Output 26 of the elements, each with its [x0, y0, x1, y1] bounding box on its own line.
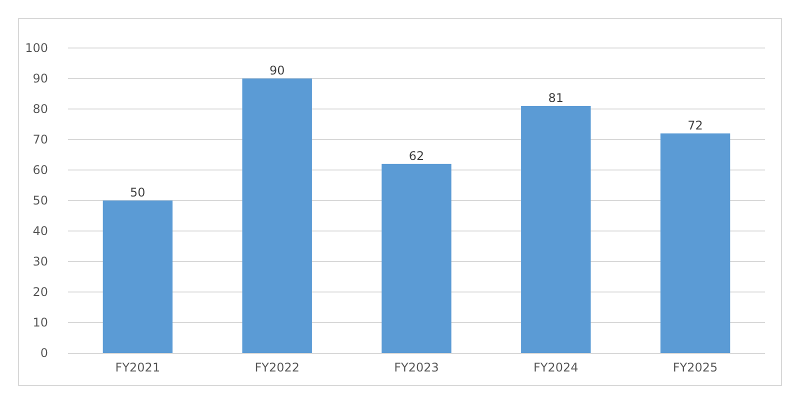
bar	[102, 200, 173, 353]
bar	[521, 106, 591, 353]
x-tick-label: FY2022	[254, 360, 300, 375]
data-label: 72	[688, 118, 703, 132]
data-label: 90	[269, 64, 285, 78]
x-tick-label: FY2021	[115, 360, 160, 375]
y-tick-label: 10	[32, 315, 48, 330]
data-label: 50	[130, 186, 146, 200]
x-tick-label: FY2024	[534, 360, 578, 375]
y-tick-label: 100	[25, 40, 48, 55]
data-label: 62	[408, 148, 424, 163]
y-tick-label: 80	[32, 102, 48, 116]
bar	[242, 78, 312, 353]
y-tick-label: 20	[32, 284, 48, 299]
y-tick-label: 50	[32, 193, 48, 208]
data-label: 81	[548, 90, 564, 105]
y-tick-label: 60	[32, 162, 48, 177]
x-tick-label: FY2025	[672, 360, 718, 375]
bar	[382, 164, 452, 353]
y-tick-label: 40	[32, 224, 48, 238]
x-tick-label: FY2023	[394, 360, 439, 375]
bar	[660, 133, 730, 353]
y-tick-label: 90	[32, 71, 48, 86]
y-tick-label: 30	[32, 254, 48, 268]
y-tick-label: 0	[40, 346, 48, 360]
y-tick-label: 70	[32, 132, 48, 146]
